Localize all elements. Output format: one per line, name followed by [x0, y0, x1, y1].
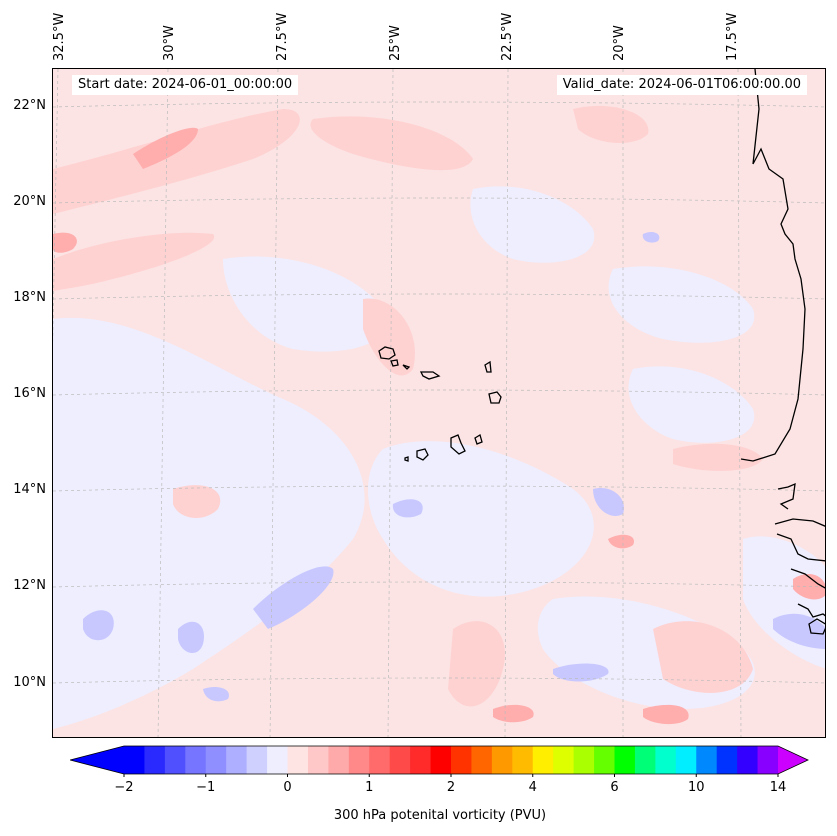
colorbar-swatch: [451, 746, 472, 774]
latitude-label: 18°N: [13, 290, 46, 305]
colorbar-swatch: [226, 746, 248, 774]
longitude-label: 32.5°W: [52, 12, 67, 61]
latitude-label: 12°N: [13, 578, 46, 593]
colorbar: [70, 745, 809, 777]
colorbar-swatch: [144, 746, 166, 774]
map-plot-area: [52, 68, 826, 738]
latitude-label: 16°N: [13, 386, 46, 401]
colorbar-swatch: [634, 746, 656, 774]
colorbar-swatch: [532, 746, 554, 774]
longitude-label: 20°W: [612, 25, 627, 61]
cape-verde-islands: [378, 346, 502, 462]
map-canvas: [53, 69, 825, 737]
colorbar-swatch: [553, 746, 575, 774]
colorbar-swatch: [696, 746, 718, 774]
colorbar-swatch: [185, 746, 207, 774]
graticule: [53, 69, 825, 737]
colorbar-swatch: [246, 746, 268, 774]
longitude-label: 30°W: [162, 25, 177, 61]
colorbar-swatch: [757, 746, 779, 774]
colorbar-swatch: [124, 746, 145, 774]
colorbar-swatch: [164, 746, 186, 774]
longitude-label: 22.5°W: [500, 12, 515, 61]
longitude-label: 17.5°W: [725, 12, 740, 61]
colorbar-swatch: [287, 746, 309, 774]
colorbar-tick-label: 1: [365, 780, 374, 795]
colorbar-swatch: [348, 746, 370, 774]
colorbar-label: 300 hPa potenital vorticity (PVU): [333, 808, 547, 823]
latitude-label: 20°N: [13, 194, 46, 209]
colorbar-tick-label: −1: [196, 780, 216, 795]
colorbar-tick-label: 6: [610, 780, 619, 795]
colorbar-swatch: [430, 746, 452, 774]
colorbar-tick-label: 0: [283, 780, 292, 795]
colorbar-swatch: [491, 746, 513, 774]
colorbar-swatch: [737, 746, 759, 774]
colorbar-swatch: [369, 746, 391, 774]
colorbar-swatch: [410, 746, 432, 774]
start-date-label: Start date: 2024-06-01_00:00:00: [72, 75, 299, 95]
colorbar-swatch: [573, 746, 595, 774]
longitude-label: 27.5°W: [275, 12, 290, 61]
colorbar-swatch: [716, 746, 738, 774]
latitude-label: 10°N: [13, 675, 46, 690]
longitude-label: 25°W: [388, 25, 403, 61]
colorbar-swatch: [205, 746, 227, 774]
colorbar-tick-label: −2: [114, 780, 134, 795]
latitude-label: 22°N: [13, 98, 46, 113]
west-africa-coastline: [740, 69, 825, 635]
colorbar-swatch: [512, 746, 534, 774]
colorbar-swatch: [267, 746, 288, 774]
colorbar-extend-max: [778, 746, 808, 774]
valid-date-label: Valid_date: 2024-06-01T06:00:00.00: [556, 75, 807, 95]
colorbar-swatch: [675, 746, 697, 774]
colorbar-extend-min: [70, 746, 124, 774]
colorbar-tick-label: 14: [769, 780, 787, 795]
pv-contours-light-blue: [53, 186, 825, 729]
pv-contours-light-pink: [53, 105, 763, 707]
colorbar-swatch: [471, 746, 493, 774]
colorbar-tick-label: 2: [446, 780, 456, 795]
latitude-label: 14°N: [13, 482, 46, 497]
pv-contours-pink: [53, 127, 825, 725]
colorbar-swatch: [614, 746, 636, 774]
colorbar-tick-label: 4: [528, 780, 537, 795]
colorbar-swatch: [307, 746, 329, 774]
colorbar-swatch: [389, 746, 411, 774]
colorbar-swatch: [328, 746, 350, 774]
colorbar-swatch: [594, 746, 615, 774]
colorbar-swatch: [655, 746, 677, 774]
colorbar-tick-label: 10: [687, 780, 705, 795]
